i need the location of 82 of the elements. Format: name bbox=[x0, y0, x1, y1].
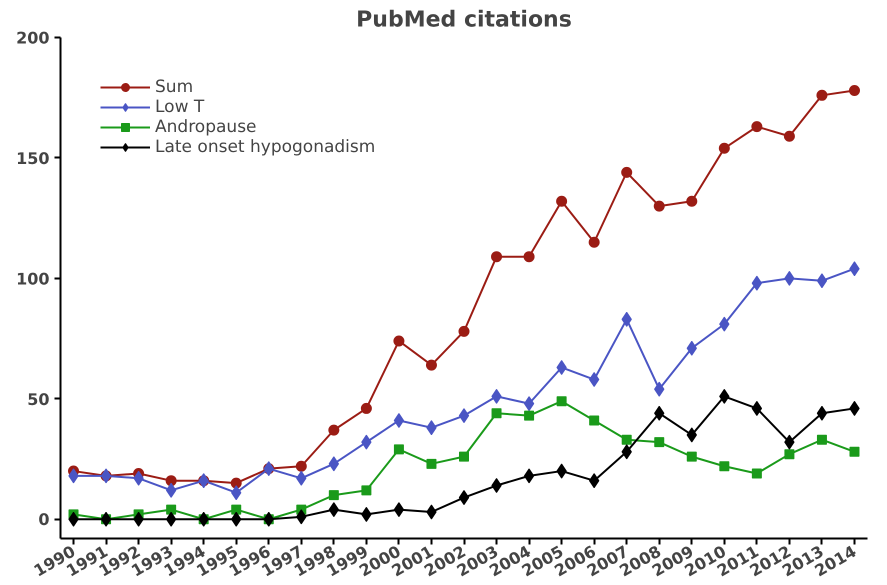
point bbox=[556, 464, 567, 479]
point bbox=[328, 456, 340, 472]
point bbox=[426, 458, 436, 469]
point bbox=[166, 504, 176, 515]
point bbox=[394, 502, 404, 518]
y-tick-label: 0 bbox=[38, 510, 50, 530]
point bbox=[360, 402, 372, 414]
point bbox=[654, 437, 664, 448]
point bbox=[491, 478, 502, 494]
legend-label: Andropause bbox=[155, 117, 257, 137]
y-tick-label: 150 bbox=[16, 148, 50, 168]
point bbox=[361, 434, 372, 450]
point bbox=[166, 475, 177, 486]
point bbox=[784, 434, 795, 450]
point bbox=[524, 396, 534, 412]
point bbox=[328, 490, 339, 500]
y-tick-label: 100 bbox=[16, 269, 50, 288]
point bbox=[458, 326, 470, 337]
point bbox=[394, 412, 404, 428]
point bbox=[686, 196, 698, 207]
point bbox=[588, 236, 600, 248]
point bbox=[719, 461, 730, 472]
point bbox=[784, 130, 795, 142]
point bbox=[816, 434, 827, 445]
point bbox=[100, 512, 112, 527]
point bbox=[752, 468, 762, 478]
point bbox=[849, 400, 860, 416]
point bbox=[849, 261, 860, 276]
point bbox=[718, 142, 730, 154]
point bbox=[458, 490, 470, 506]
point bbox=[816, 90, 828, 101]
point bbox=[393, 336, 404, 346]
point bbox=[492, 408, 502, 418]
point bbox=[524, 251, 535, 262]
point bbox=[784, 449, 794, 460]
point bbox=[296, 460, 307, 472]
point bbox=[361, 485, 372, 496]
point bbox=[752, 276, 762, 291]
point bbox=[588, 372, 600, 388]
point bbox=[426, 504, 437, 520]
point bbox=[524, 410, 534, 421]
point bbox=[752, 400, 762, 416]
point bbox=[556, 396, 567, 406]
point bbox=[621, 166, 632, 178]
point bbox=[784, 270, 795, 286]
point bbox=[231, 504, 242, 515]
point bbox=[654, 200, 665, 212]
point bbox=[524, 468, 534, 484]
point bbox=[68, 468, 79, 484]
point bbox=[589, 415, 600, 426]
point bbox=[556, 196, 568, 207]
point bbox=[394, 444, 404, 454]
point bbox=[816, 406, 828, 421]
point bbox=[491, 251, 502, 262]
point bbox=[230, 478, 242, 489]
point bbox=[426, 360, 437, 371]
point bbox=[426, 420, 437, 436]
point bbox=[848, 85, 860, 96]
point bbox=[68, 512, 79, 527]
point bbox=[588, 473, 600, 488]
point bbox=[166, 512, 176, 527]
point bbox=[361, 506, 372, 522]
y-tick-label: 50 bbox=[27, 390, 50, 409]
point bbox=[459, 452, 469, 462]
point bbox=[686, 452, 697, 462]
y-tick-label: 200 bbox=[16, 28, 50, 48]
point bbox=[166, 482, 176, 498]
point bbox=[328, 502, 340, 518]
legend-label: Late onset hypogonadism bbox=[155, 137, 376, 157]
point bbox=[491, 388, 502, 404]
point bbox=[849, 446, 860, 457]
point bbox=[133, 512, 144, 527]
point bbox=[458, 408, 470, 424]
legend-label: Low T bbox=[155, 97, 204, 117]
point bbox=[816, 273, 828, 288]
chart-title: PubMed citations bbox=[356, 8, 572, 32]
point bbox=[622, 434, 632, 445]
point bbox=[133, 470, 144, 486]
legend-label: Sum bbox=[155, 77, 194, 97]
point bbox=[751, 121, 762, 132]
point bbox=[556, 360, 567, 375]
point bbox=[328, 424, 340, 436]
